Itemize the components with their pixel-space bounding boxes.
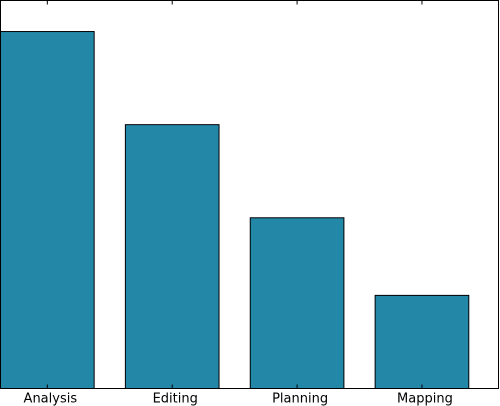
x-tick-label: Analysis	[24, 392, 78, 406]
x-tick-label: Mapping	[397, 392, 453, 406]
bar	[124, 124, 220, 389]
x-tick-label: Planning	[272, 392, 328, 406]
bar	[0, 31, 95, 389]
bar	[374, 294, 470, 390]
x-tick-label: Editing	[153, 392, 198, 406]
plot-frame	[0, 0, 499, 389]
bar	[249, 217, 345, 389]
